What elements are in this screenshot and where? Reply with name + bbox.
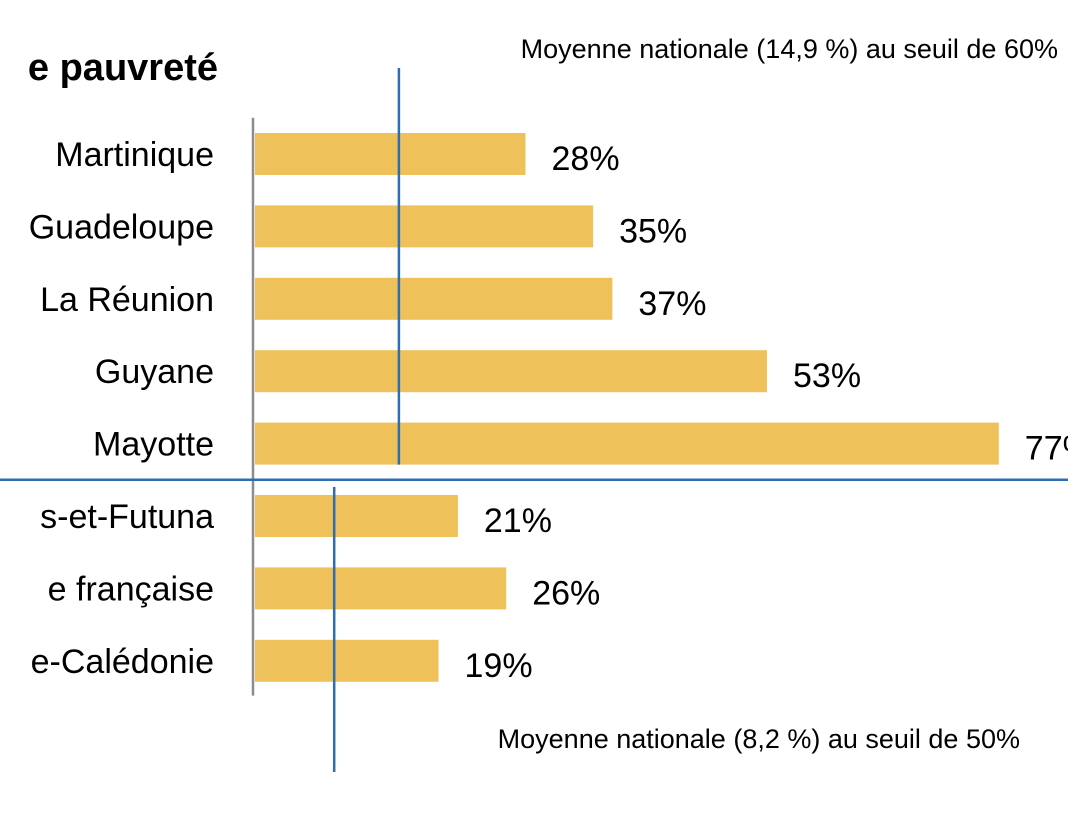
labels-layer: Martinique 28% Guadeloupe 35% La Réunion 37% G… <box>29 136 1068 685</box>
bar-mayotte <box>255 422 999 465</box>
axis-layer <box>0 117 1068 696</box>
bar-e-francaise <box>255 567 507 610</box>
category-label-e-caledonie: e-Calédonie <box>31 643 214 681</box>
value-label-e-francaise: 26% <box>532 574 600 612</box>
chart-title: e pauvreté <box>28 47 218 89</box>
bar-e-caledonie <box>255 639 439 682</box>
bar-martinique <box>255 133 526 175</box>
category-label-s-et-futuna: s-et-Futuna <box>40 498 214 536</box>
category-label-la-reunion: La Réunion <box>40 281 214 319</box>
value-label-e-caledonie: 19% <box>465 647 533 685</box>
value-label-s-et-futuna: 21% <box>484 502 552 540</box>
reference-layer: Moyenne nationale (14,9 %) au seuil de 6… <box>332 34 1058 772</box>
value-label-la-reunion: 37% <box>638 285 706 323</box>
bars-layer <box>255 133 999 682</box>
value-label-martinique: 28% <box>552 140 620 178</box>
category-label-mayotte: Mayotte <box>93 426 214 464</box>
value-label-guyane: 53% <box>793 357 861 395</box>
category-label-e-francaise: e française <box>48 570 214 608</box>
category-label-guadeloupe: Guadeloupe <box>29 208 214 246</box>
category-label-guyane: Guyane <box>95 353 214 391</box>
reference-label-2: Moyenne nationale (8,2 %) au seuil de 50… <box>498 724 1020 754</box>
reference-label-1: Moyenne nationale (14,9 %) au seuil de 6… <box>521 34 1058 64</box>
bar-guyane <box>255 350 767 393</box>
bar-la-reunion <box>255 277 613 320</box>
value-label-guadeloupe: 35% <box>619 212 687 250</box>
category-label-martinique: Martinique <box>55 136 214 174</box>
value-label-mayotte: 77% <box>1025 430 1068 468</box>
bar-s-et-futuna <box>255 495 458 537</box>
bar-guadeloupe <box>255 205 594 248</box>
